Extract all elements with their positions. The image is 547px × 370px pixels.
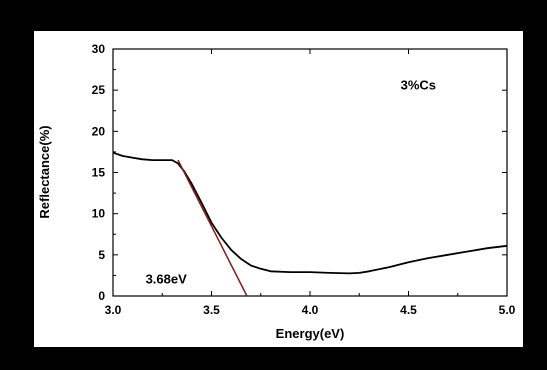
x-axis-label: Energy(eV) bbox=[276, 326, 345, 341]
tangent-group bbox=[177, 159, 248, 297]
y-tick-label: 5 bbox=[98, 248, 105, 262]
reflectance-series-line bbox=[112, 151, 508, 275]
x-tick-label: 5.0 bbox=[499, 303, 516, 317]
y-axis-ticks: 0 5 10 15 20 25 30 bbox=[92, 42, 507, 303]
y-tick-label: 10 bbox=[92, 207, 106, 221]
chart-panel: 3.0 3.5 4.0 4.5 5.0 0 5 10 15 20 25 30 3%Cs 3.68eV … bbox=[34, 31, 523, 347]
x-tick-label: 3.5 bbox=[203, 303, 220, 317]
x-tick-label: 4.5 bbox=[400, 303, 417, 317]
y-tick-label: 25 bbox=[92, 83, 106, 97]
y-axis-label: Reflectance(%) bbox=[37, 125, 52, 218]
plot-border bbox=[112, 48, 508, 297]
y-tick-label: 20 bbox=[92, 124, 106, 138]
plot-area bbox=[112, 48, 508, 297]
series-group bbox=[112, 151, 508, 275]
annotation-label: 3%Cs bbox=[401, 77, 436, 92]
y-tick-label: 15 bbox=[92, 166, 106, 180]
x-tick-label: 4.0 bbox=[302, 303, 319, 317]
annotation-label: 3.68eV bbox=[146, 272, 188, 287]
x-tick-label: 3.0 bbox=[105, 303, 122, 317]
y-tick-label: 30 bbox=[92, 42, 106, 56]
x-axis-ticks: 3.0 3.5 4.0 4.5 5.0 bbox=[105, 49, 516, 317]
y-tick-label: 0 bbox=[98, 289, 105, 303]
annotations-group: 3%Cs 3.68eV bbox=[146, 77, 436, 286]
band-gap-tangent-line bbox=[177, 159, 248, 297]
